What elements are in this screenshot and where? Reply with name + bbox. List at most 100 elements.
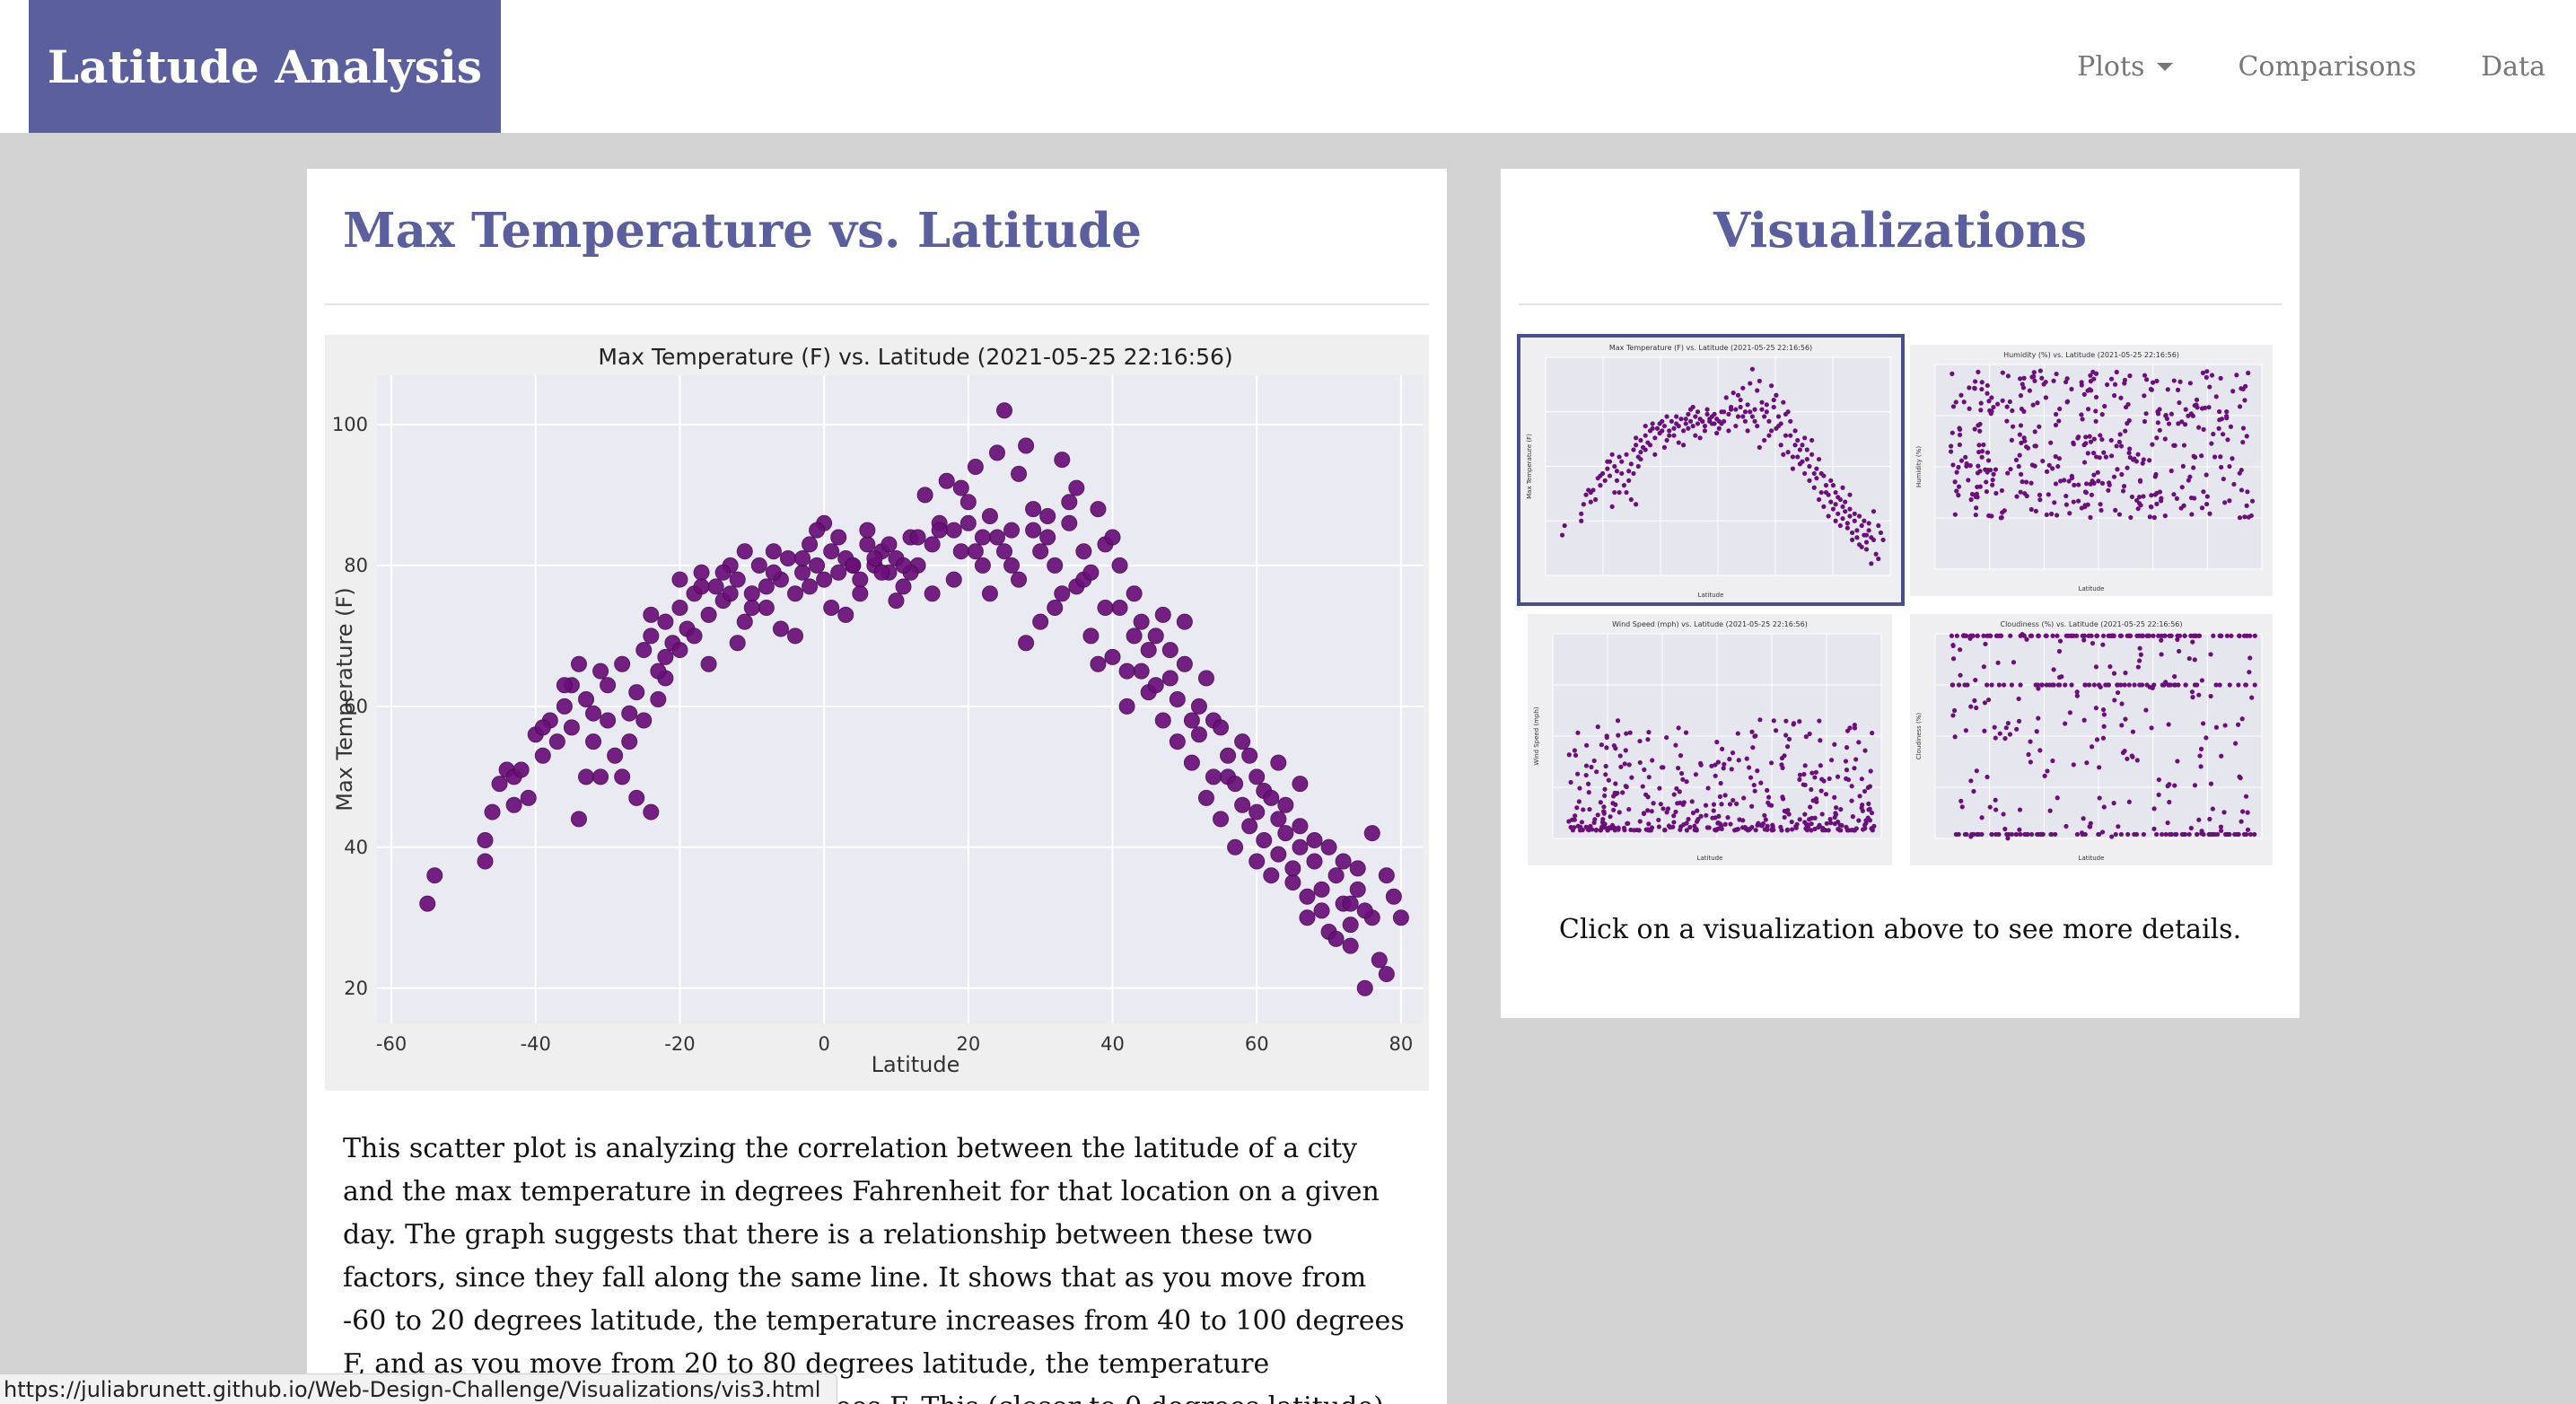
thumbnail-point	[2144, 377, 2150, 382]
thumbnail-point	[1785, 450, 1791, 455]
thumbnail-point	[1973, 512, 1978, 518]
thumbnail-point	[1728, 821, 1733, 827]
thumbnail-point	[1715, 759, 1721, 765]
thumbnail-point	[1748, 775, 1754, 780]
data-point	[852, 571, 869, 588]
thumbnail-point	[2227, 682, 2232, 688]
thumbnail-point	[1643, 827, 1649, 832]
thumbnail-point	[2141, 831, 2146, 838]
thumbnail-point	[1631, 828, 1637, 833]
data-point	[600, 712, 617, 729]
thumbnail-point	[1587, 806, 1592, 812]
nav-comparisons-link[interactable]: Comparisons	[2238, 50, 2417, 83]
thumbnail-y-label: Humidity (%)	[1915, 446, 1923, 487]
data-point	[1104, 648, 1121, 665]
thumbnail-point	[1867, 818, 1873, 823]
data-point	[484, 803, 501, 820]
data-point	[1205, 768, 1222, 785]
data-point	[477, 831, 494, 848]
thumbnail-point	[1969, 491, 1976, 497]
thumbnail-point	[1950, 643, 1956, 648]
chart-description: This scatter plot is analyzing the corre…	[343, 1133, 1405, 1404]
thumbnail-point	[1797, 447, 1802, 452]
thumbnail-point	[1967, 385, 1972, 390]
thumbnail-point	[2192, 783, 2198, 788]
nav-plots-label: Plots	[2077, 50, 2145, 83]
thumbnail-humidity[interactable]: Humidity (%) vs. Latitude (2021-05-25 22…	[1910, 345, 2273, 596]
data-point	[1140, 642, 1157, 659]
thumbnail-point	[2082, 503, 2088, 508]
thumbnail-point	[2088, 481, 2093, 487]
thumbnail-point	[1835, 774, 1841, 779]
data-point	[1039, 507, 1056, 524]
thumbnail-point	[1662, 828, 1668, 833]
thumbnail-point	[1559, 532, 1565, 538]
data-point	[643, 803, 660, 820]
thumbnail-point	[1956, 484, 1962, 489]
thumbnail-point	[1973, 494, 1978, 499]
thumbnail-point	[1621, 825, 1627, 830]
thumbnail-point	[2166, 722, 2171, 727]
data-point	[621, 705, 638, 722]
thumbnail-point	[2057, 638, 2063, 644]
thumbnail-point	[1715, 820, 1721, 826]
thumbnail-point	[2156, 777, 2161, 783]
thumbnail-point	[1749, 729, 1755, 734]
thumbnail-point	[2090, 451, 2097, 456]
thumbnail-point	[2007, 399, 2012, 405]
thumbnail-point	[2231, 481, 2237, 487]
thumbnail-point	[2117, 633, 2123, 638]
data-point	[578, 768, 594, 785]
thumbnail-point	[2198, 746, 2204, 751]
thumbnail-point	[1952, 512, 1958, 517]
data-point	[1118, 663, 1135, 680]
thumbnail-point	[1967, 463, 1973, 469]
thumbnail-point	[2247, 655, 2253, 661]
thumbnail-point	[1705, 785, 1711, 791]
thumbnail-cloudiness[interactable]: Cloudiness (%) vs. Latitude (2021-05-25 …	[1910, 614, 2273, 865]
thumbnail-point	[1755, 388, 1760, 393]
thumbnail-point	[1967, 636, 1973, 641]
data-point	[1241, 818, 1258, 835]
thumbnail-point	[1807, 463, 1812, 469]
thumbnail-point	[1765, 823, 1770, 829]
brand-link[interactable]: Latitude Analysis	[29, 0, 501, 133]
data-point	[794, 550, 811, 567]
thumbnail-point	[1658, 802, 1663, 807]
thumbnail-point	[1989, 831, 1994, 838]
thumbnail-point	[1645, 794, 1651, 800]
thumbnail-point	[1771, 718, 1776, 724]
thumbnail-point	[1667, 428, 1672, 434]
thumbnail-point	[1693, 433, 1698, 438]
thumbnail-max-temperature[interactable]: Max Temperature (F) vs. Latitude (2021-0…	[1517, 334, 1905, 606]
thumbnail-point	[1844, 521, 1850, 526]
visualizations-divider	[1519, 303, 2282, 305]
thumbnail-point	[2218, 454, 2223, 460]
data-point	[1047, 599, 1064, 616]
thumbnail-wind-speed[interactable]: Wind Speed (mph) vs. Latitude (2021-05-2…	[1528, 614, 1892, 865]
thumbnail-point	[1830, 483, 1836, 488]
thumbnail-point	[2014, 494, 2020, 499]
thumbnail-point	[1994, 633, 2000, 638]
thumbnail-point	[1687, 418, 1694, 424]
thumbnail-point	[2009, 437, 2014, 443]
data-point	[974, 557, 991, 574]
thumbnail-point	[1958, 647, 1963, 653]
nav-data-link[interactable]: Data	[2481, 50, 2545, 83]
thumbnail-point	[1770, 822, 1775, 828]
thumbnail-point	[1778, 443, 1783, 448]
thumbnail-point	[2236, 682, 2241, 688]
thumbnail-point	[2240, 426, 2247, 431]
thumbnail-point	[1963, 728, 1968, 733]
data-point	[1118, 698, 1135, 715]
thumbnail-point	[2159, 637, 2164, 643]
thumbnail-point	[2118, 831, 2125, 838]
data-point	[1270, 811, 1287, 828]
thumbnail-point	[2058, 478, 2063, 484]
nav-plots-dropdown[interactable]: Plots	[2077, 50, 2174, 83]
thumbnail-point	[1650, 426, 1655, 431]
thumbnail-point	[1734, 801, 1739, 807]
thumbnail-point	[2221, 810, 2227, 815]
thumbnail-point	[1765, 787, 1770, 793]
thumbnail-point	[1782, 814, 1787, 820]
